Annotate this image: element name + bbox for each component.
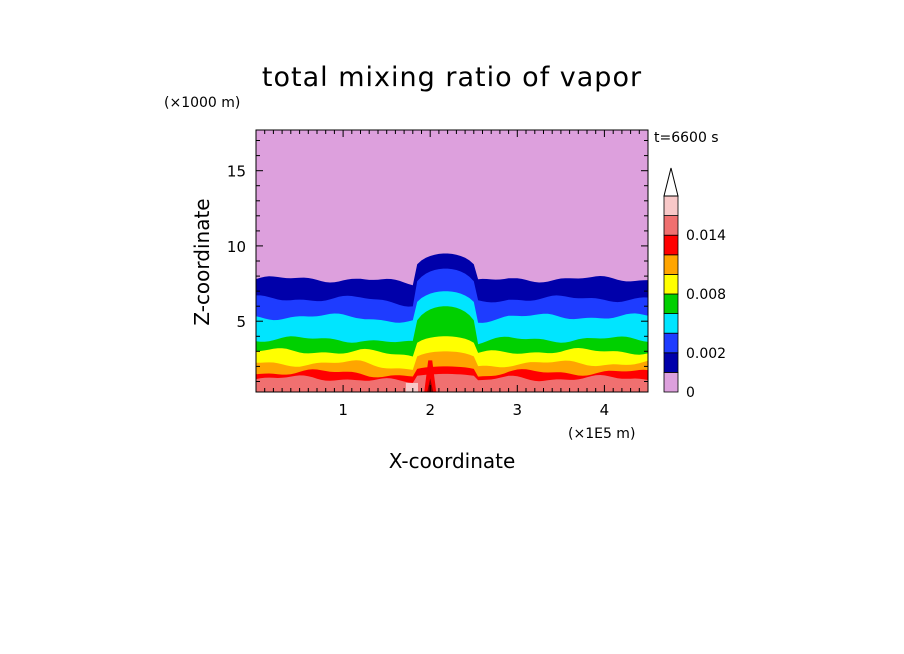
colorbar-swatch — [663, 273, 679, 295]
colorbar-tick-label: 0.002 — [686, 346, 726, 362]
colorbar-extend-arrow — [663, 167, 679, 197]
colorbar-swatch — [663, 293, 679, 315]
colorbar-swatch — [663, 215, 679, 236]
colorbar-swatch — [663, 332, 679, 354]
x-unit-label: (×1E5 m) — [568, 426, 635, 442]
x-tick-label: 4 — [600, 401, 610, 419]
colorbar-tick-label: 0.014 — [686, 228, 726, 244]
colorbar-tick-label: 0 — [686, 385, 695, 401]
y-tick-label: 5 — [236, 313, 246, 331]
surface-patch — [405, 382, 419, 392]
updraft-core — [424, 360, 437, 392]
contour-band-0.014 — [256, 373, 648, 392]
axes: 1 2 3 4 5 10 15 — [227, 129, 649, 419]
y-tick-label: 15 — [227, 163, 246, 181]
plot-area — [256, 130, 648, 392]
x-tick-label: 3 — [513, 401, 523, 419]
y-axis-label: Z-coordinate — [190, 198, 214, 325]
x-tick-label: 2 — [425, 401, 435, 419]
colorbar-swatch — [663, 234, 679, 256]
y-unit-label: (×1000 m) — [164, 95, 240, 111]
colorbar-swatch — [663, 195, 679, 217]
colorbar-tick-label: 0.008 — [686, 287, 726, 303]
colorbar: 0 0.002 0.008 0.014 — [663, 167, 726, 401]
colorbar-swatch — [663, 254, 679, 275]
x-tick-label: 1 — [338, 401, 348, 419]
colorbar-swatch — [663, 313, 679, 334]
x-axis-label: X-coordinate — [389, 449, 516, 473]
colorbar-swatch — [663, 371, 679, 393]
time-label: t=6600 s — [654, 130, 719, 146]
colorbar-swatch — [663, 352, 679, 373]
y-tick-label: 10 — [227, 238, 246, 256]
chart-title: total mixing ratio of vapor — [262, 62, 642, 93]
